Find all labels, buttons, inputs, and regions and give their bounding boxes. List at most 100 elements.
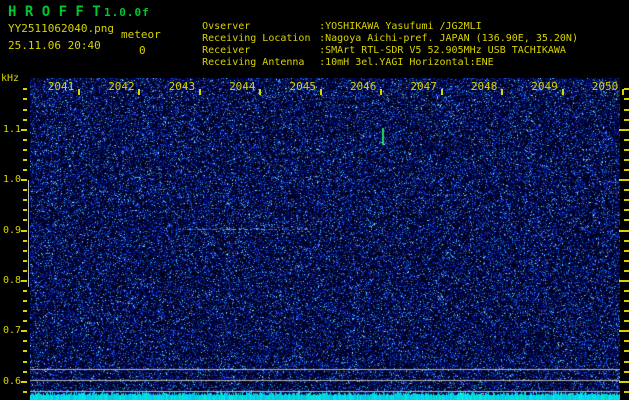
info-label-location: Receiving Location (202, 33, 311, 44)
info-row-location: Receiving Location :Nagoya Aichi-pref. JA… (178, 22, 578, 55)
y-minor-tick-left (23, 148, 27, 151)
y-minor-tick-right (624, 259, 629, 262)
info-label-observer: Ovserver (202, 21, 251, 32)
y-minor-tick-left (23, 138, 27, 141)
x-tick (138, 89, 141, 95)
meteor-count-value: 0 (139, 44, 146, 57)
y-major-tick-right (619, 229, 629, 232)
y-minor-tick-left (23, 290, 27, 292)
observation-datetime: 25.11.06 20:40 (8, 39, 101, 52)
y-minor-tick-right (624, 219, 629, 222)
y-minor-tick-left (23, 310, 27, 313)
info-label-antenna: Receiving Antenna (202, 57, 305, 68)
y-minor-tick-left (23, 189, 27, 192)
y-minor-tick-right (624, 189, 629, 192)
x-tick (198, 89, 201, 95)
y-tick-label: 0.8 (2, 274, 21, 286)
y-major-tick-left (21, 330, 27, 333)
y-minor-tick-right (624, 158, 629, 161)
info-value-receiver: :SMArt RTL-SDR V5 52.905MHz USB TACHIKAW… (319, 45, 566, 56)
y-minor-tick-right (624, 118, 629, 121)
y-tick-label: 0.7 (2, 325, 21, 337)
y-major-tick-right (619, 179, 629, 182)
y-minor-tick-right (624, 290, 629, 292)
x-tick-label: 2041 (47, 80, 75, 93)
y-major-tick-left (21, 380, 27, 383)
y-minor-tick-right (624, 88, 629, 91)
y-major-tick-right (619, 128, 629, 131)
y-tick-label: 0.6 (2, 375, 21, 387)
x-tick-label: 2043 (168, 80, 196, 93)
info-label-receiver: Receiver (202, 45, 251, 56)
y-minor-tick-right (624, 209, 629, 212)
y-minor-tick-left (23, 219, 27, 222)
y-minor-tick-right (624, 98, 629, 101)
y-minor-tick-left (23, 199, 27, 202)
y-minor-tick-left (23, 158, 27, 161)
info-value-observer: :YOSHIKAWA Yasufumi /JG2MLI (319, 21, 482, 32)
y-minor-tick-right (624, 360, 629, 363)
y-minor-tick-right (624, 320, 629, 323)
x-tick-label: 2042 (108, 80, 135, 93)
x-tick (78, 89, 80, 95)
y-minor-tick-left (23, 169, 27, 172)
y-minor-tick-left (23, 350, 27, 353)
y-axis-unit-label: kHz (1, 73, 20, 84)
x-tick-label: 2045 (289, 80, 317, 93)
y-minor-tick-right (624, 239, 629, 242)
y-minor-tick-left (23, 320, 27, 323)
output-filename: YY2511062040.png (8, 22, 114, 35)
y-minor-tick-left (23, 209, 27, 212)
y-minor-tick-right (624, 249, 629, 252)
y-tick-label: 0.9 (2, 224, 21, 236)
y-minor-tick-right (624, 370, 629, 373)
x-tick (259, 89, 262, 95)
y-minor-tick-left (23, 340, 27, 343)
app-version: 1.0.0f (104, 6, 150, 19)
y-minor-tick-right (624, 350, 629, 353)
x-tick-label: 2046 (349, 80, 377, 93)
y-minor-tick-left (23, 300, 27, 303)
x-tick (440, 89, 443, 95)
app-title: H R O F F T (8, 4, 101, 20)
y-minor-tick-left (23, 390, 27, 393)
x-tick-label: 2047 (410, 80, 437, 93)
y-minor-tick-left (23, 370, 27, 373)
y-minor-tick-left (23, 239, 27, 242)
x-tick-label: 2050 (591, 80, 619, 93)
y-minor-tick-right (624, 108, 629, 111)
y-minor-tick-right (624, 269, 629, 272)
info-value-antenna: :10mH 3el.YAGI Horizontal:ENE (319, 57, 494, 68)
y-minor-tick-left (23, 98, 27, 101)
y-tick-label: 1.0 (2, 174, 21, 186)
y-major-tick-right (619, 380, 629, 383)
y-minor-tick-left (23, 360, 27, 363)
y-minor-tick-left (23, 249, 27, 252)
detection-band-edge-bar (28, 180, 29, 287)
y-major-tick-left (21, 128, 27, 131)
y-minor-tick-left (23, 88, 27, 91)
y-minor-tick-right (624, 300, 629, 303)
y-tick-label: 1.1 (2, 123, 21, 135)
y-major-tick-left (21, 279, 27, 282)
y-major-tick-left (21, 179, 27, 182)
y-minor-tick-right (624, 310, 629, 313)
x-tick (621, 89, 624, 95)
y-minor-tick-right (624, 390, 629, 393)
y-minor-tick-left (23, 269, 27, 272)
x-tick-label: 2049 (531, 80, 558, 93)
y-minor-tick-left (23, 118, 27, 121)
y-major-tick-right (619, 279, 629, 282)
y-minor-tick-right (624, 340, 629, 343)
y-major-tick-right (619, 330, 629, 333)
y-minor-tick-right (624, 138, 629, 141)
meteor-count-label: meteor (121, 28, 161, 41)
info-value-location: :Nagoya Aichi-pref. JAPAN (136.90E, 35.2… (319, 33, 578, 44)
info-row-receiver: Receiver :SMArt RTL-SDR V5 52.905MHz USB … (178, 34, 566, 67)
y-minor-tick-right (624, 169, 629, 172)
spectrogram-canvas (30, 78, 620, 400)
x-tick (319, 89, 322, 95)
y-major-tick-left (21, 229, 27, 232)
x-tick (501, 89, 504, 95)
